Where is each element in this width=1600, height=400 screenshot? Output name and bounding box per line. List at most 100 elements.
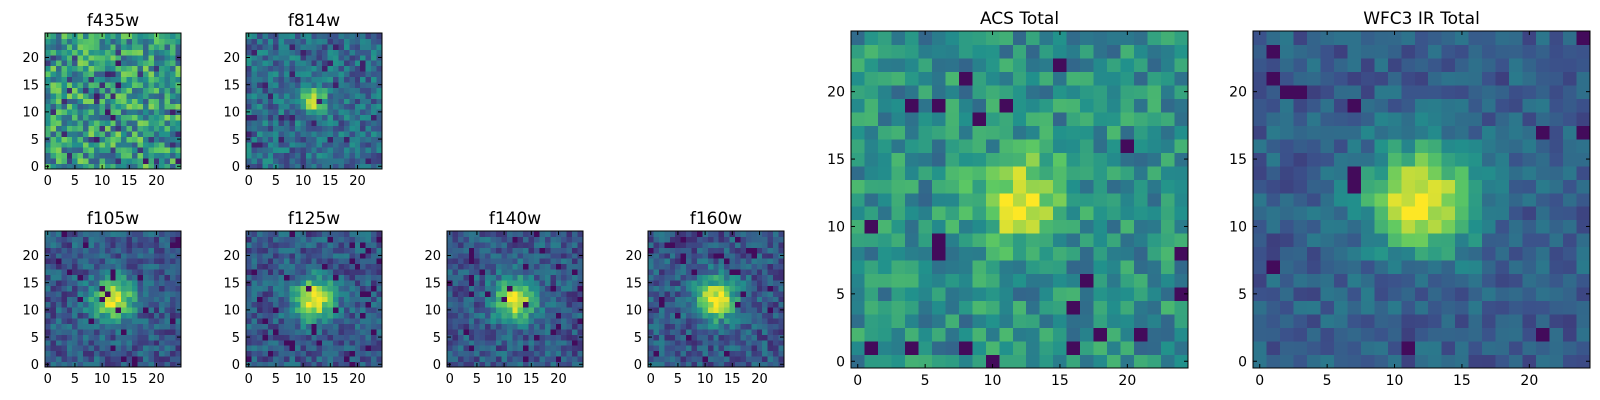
- heatmap-cell: [561, 274, 568, 281]
- heatmap-cell: [349, 296, 356, 303]
- heatmap-cell: [289, 43, 296, 50]
- heatmap-cell: [376, 318, 383, 324]
- heatmap-cell: [1093, 233, 1108, 248]
- heatmap-cell: [1495, 206, 1510, 221]
- heatmap-cell: [756, 323, 763, 330]
- heatmap-cell: [707, 241, 714, 248]
- heatmap-cell: [696, 361, 703, 368]
- heatmap-cell: [322, 76, 329, 83]
- heatmap-cell: [148, 307, 155, 314]
- heatmap-cell: [164, 152, 171, 159]
- heatmap-cell: [539, 231, 546, 237]
- heatmap-cell: [256, 109, 263, 116]
- heatmap-cell: [550, 356, 557, 363]
- heatmap-cell: [904, 71, 919, 86]
- heatmap-cell: [121, 301, 128, 308]
- heatmap-cell: [316, 258, 323, 265]
- heatmap-cell: [376, 285, 383, 292]
- heatmap-cell: [1134, 354, 1149, 369]
- heatmap-cell: [164, 141, 171, 148]
- heatmap-cell: [371, 136, 378, 143]
- heatmap-cell: [1012, 44, 1027, 59]
- heatmap-cell: [77, 252, 84, 259]
- x-tick-label: 20: [1118, 373, 1136, 389]
- heatmap-cell: [278, 307, 285, 314]
- heatmap-cell: [159, 81, 166, 88]
- heatmap-cell: [664, 307, 671, 314]
- heatmap-cell: [132, 350, 138, 357]
- heatmap-cell: [658, 328, 665, 335]
- heatmap-cell: [251, 296, 258, 303]
- heatmap-cell: [506, 296, 513, 303]
- heatmap-cell: [664, 323, 671, 330]
- heatmap-cell: [72, 43, 79, 50]
- heatmap-cell: [1347, 219, 1362, 234]
- heatmap-cell: [1120, 57, 1135, 72]
- heatmap-cell: [148, 345, 155, 352]
- heatmap-cell: [72, 258, 79, 265]
- heatmap-cell: [724, 236, 731, 243]
- heatmap-cell: [273, 65, 280, 72]
- heatmap-cell: [142, 323, 149, 330]
- heatmap-cell: [289, 323, 296, 330]
- heatmap-cell: [333, 356, 339, 363]
- heatmap-cell: [539, 290, 546, 297]
- heatmap-cell: [702, 301, 709, 308]
- heatmap-cell: [50, 312, 57, 319]
- heatmap-cell: [289, 241, 296, 248]
- heatmap-cell: [365, 71, 372, 78]
- y-tick-label: 20: [22, 51, 39, 66]
- heatmap-cell: [104, 334, 111, 341]
- heatmap-cell: [316, 350, 323, 357]
- x-tick-label: 5: [272, 372, 280, 387]
- heatmap-cell: [517, 339, 524, 346]
- heatmap-cell: [311, 269, 318, 276]
- heatmap-cell: [343, 147, 350, 154]
- heatmap-cell: [322, 241, 329, 248]
- heatmap-cell: [501, 334, 508, 341]
- heatmap-cell: [289, 158, 296, 165]
- heatmap-cell: [1080, 219, 1095, 234]
- heatmap-cell: [360, 296, 367, 303]
- heatmap-cell: [278, 269, 285, 276]
- heatmap-cell: [170, 274, 177, 281]
- heatmap-cell: [561, 307, 568, 314]
- heatmap-cell: [349, 43, 356, 50]
- heatmap-cell: [289, 361, 296, 368]
- heatmap-cell: [1093, 219, 1108, 234]
- heatmap-cell: [555, 350, 562, 357]
- heatmap-cell: [1093, 84, 1108, 99]
- heatmap-cell: [512, 339, 519, 346]
- heatmap-cell: [1374, 206, 1389, 221]
- heatmap-cell: [305, 361, 312, 368]
- heatmap-cell: [1012, 233, 1027, 248]
- heatmap-cell: [289, 81, 296, 88]
- heatmap-cell: [1374, 300, 1389, 315]
- heatmap-cell: [762, 339, 769, 346]
- heatmap-cell: [311, 307, 318, 314]
- heatmap-cell: [1482, 314, 1497, 329]
- heatmap-cell: [251, 49, 258, 56]
- heatmap-cell: [104, 130, 111, 137]
- heatmap-cell: [327, 130, 334, 137]
- heatmap-cell: [72, 307, 79, 314]
- heatmap-cell: [50, 263, 57, 270]
- heatmap-cell: [316, 361, 323, 368]
- heatmap-cell: [972, 206, 987, 221]
- heatmap-cell: [735, 263, 741, 270]
- heatmap-cell: [1012, 260, 1027, 275]
- heatmap-cell: [246, 258, 252, 265]
- heatmap-cell: [267, 269, 274, 276]
- heatmap-cell: [61, 252, 68, 259]
- heatmap-cell: [360, 163, 367, 170]
- heatmap-cell: [745, 296, 752, 303]
- heatmap-cell: [251, 33, 258, 39]
- heatmap-cell: [767, 258, 774, 265]
- heatmap-cell: [1174, 287, 1189, 302]
- heatmap-cell: [99, 125, 106, 132]
- heatmap-cell: [713, 328, 720, 335]
- heatmap-cell: [61, 247, 68, 254]
- heatmap-cell: [745, 279, 752, 286]
- heatmap-cell: [273, 158, 280, 165]
- heatmap-cell: [316, 356, 323, 363]
